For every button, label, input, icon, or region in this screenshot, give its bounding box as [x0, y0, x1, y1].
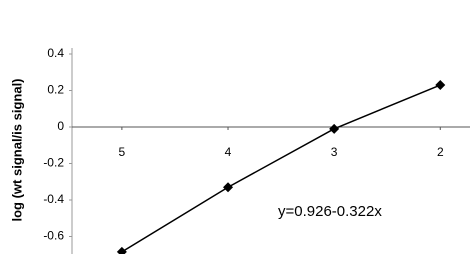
- x-tick-label: 5: [119, 145, 126, 159]
- y-axis-label: log (wt signal/is signal): [9, 78, 24, 221]
- data-point: [329, 123, 340, 134]
- x-tick-label: 4: [225, 145, 232, 159]
- y-tick-label: 0: [57, 119, 64, 133]
- y-tick-label: -0.4: [43, 192, 64, 206]
- y-tick-label: 0.4: [47, 46, 64, 60]
- data-point: [223, 182, 234, 193]
- x-tick-label: 2: [437, 145, 444, 159]
- data-point: [435, 80, 446, 91]
- x-tick-label: 3: [331, 145, 338, 159]
- y-tick-label: -0.6: [43, 229, 64, 243]
- data-point: [116, 246, 127, 254]
- y-tick-label: -0.2: [43, 156, 64, 170]
- annotation: y=0.926-0.322x: [278, 203, 382, 220]
- data-line: [121, 84, 441, 253]
- y-tick-label: 0.2: [47, 83, 64, 97]
